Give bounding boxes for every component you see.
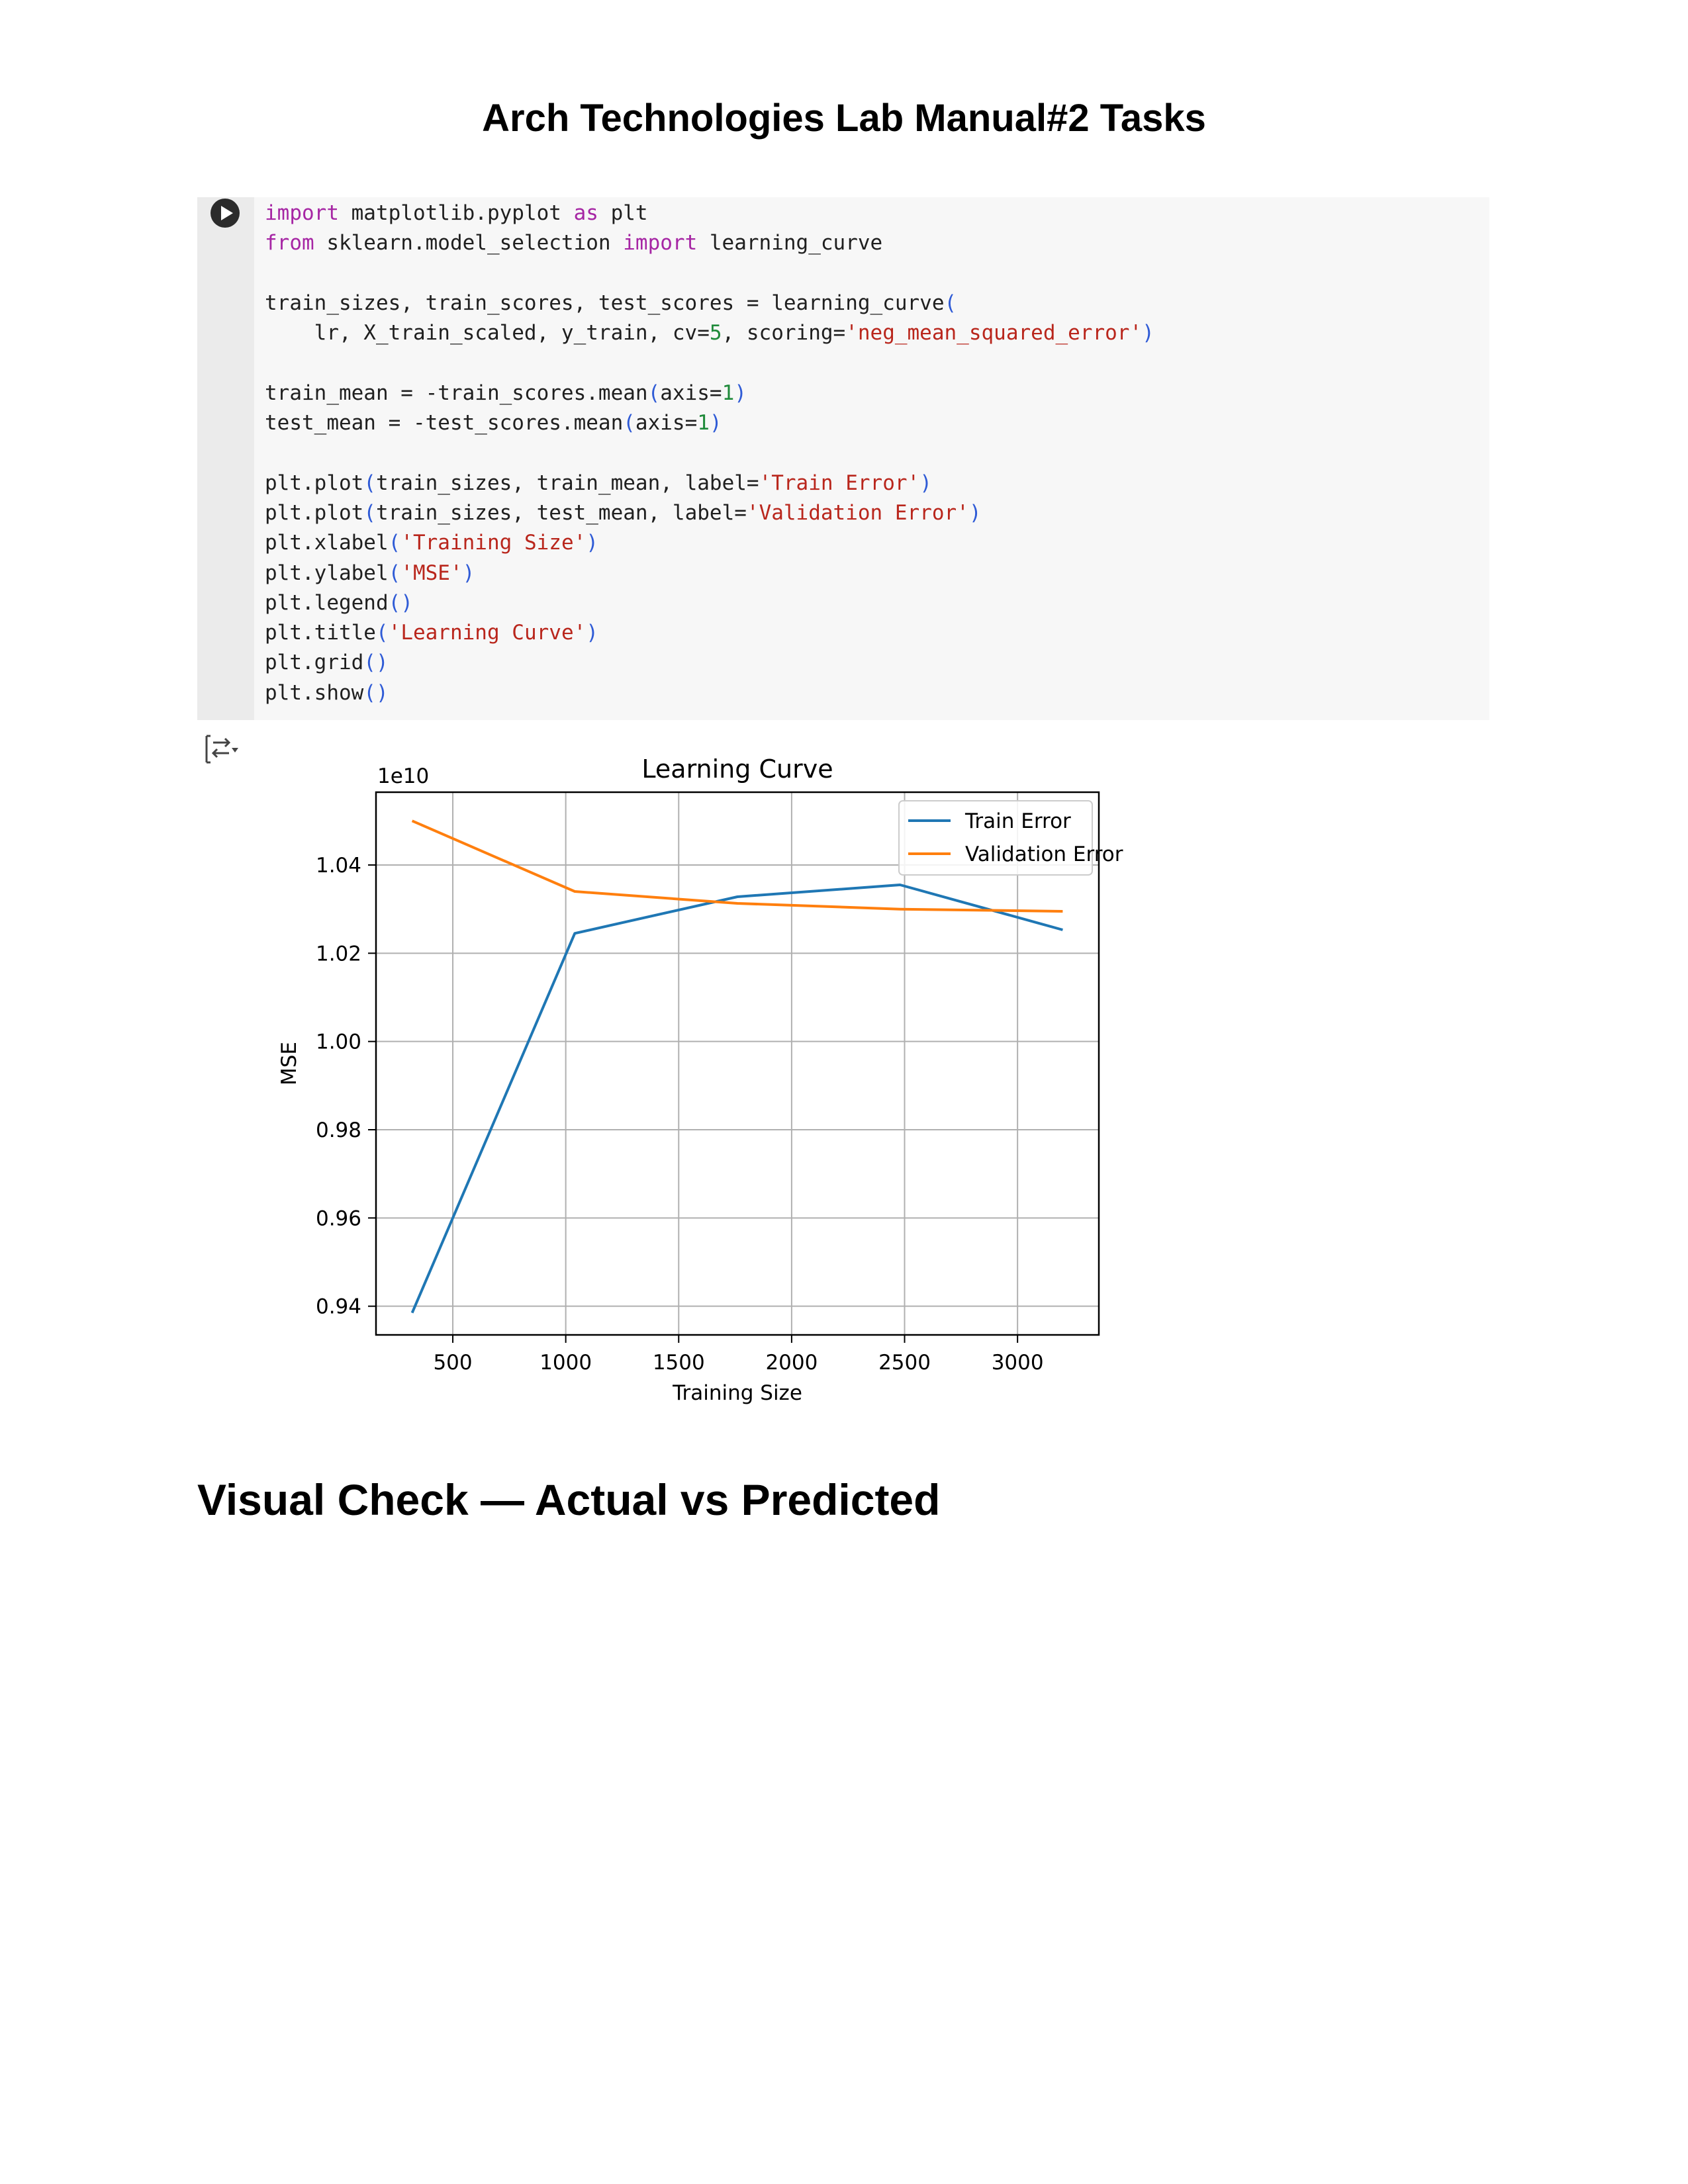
code-line: train_sizes, train_scores, test_scores =… <box>265 289 1154 318</box>
code-line <box>265 348 1154 378</box>
code-token: sklearn.model_selection <box>314 231 624 255</box>
x-tick-label: 1500 <box>653 1351 705 1375</box>
code-line: plt.show() <box>265 678 1154 708</box>
code-line: plt.plot(train_sizes, train_mean, label=… <box>265 469 1154 498</box>
code-token: lr, X_train_scaled, y_train, cv= <box>265 321 710 345</box>
learning-curve-chart: 500 1000 1500 2000 2500 3000 0.94 0.96 0.98 1.00 1… <box>277 754 1123 1405</box>
y-tick-label: 0.94 <box>316 1295 361 1319</box>
code-line: plt.grid() <box>265 648 1154 678</box>
code-token: plt.xlabel <box>265 531 389 555</box>
code-token: 1 <box>722 381 735 405</box>
code-line: plt.ylabel('MSE') <box>265 559 1154 588</box>
output-toggle-icon[interactable] <box>203 733 240 765</box>
y-tick-label: 0.98 <box>316 1118 361 1142</box>
code-token: () <box>363 680 389 705</box>
code-line: train_mean = -train_scores.mean(axis=1) <box>265 379 1154 408</box>
code-token: plt.grid <box>265 651 364 675</box>
code-token: 'Training Size' <box>400 531 586 555</box>
code-token: ) <box>968 500 982 525</box>
x-tick-label: 500 <box>433 1351 472 1375</box>
code-line: test_mean = -test_scores.mean(axis=1) <box>265 408 1154 438</box>
code-token: ( <box>363 500 376 525</box>
y-tick-label: 1.02 <box>316 942 361 966</box>
code-token: plt.title <box>265 621 376 645</box>
code-line: from sklearn.model_selection import lear… <box>265 228 1154 258</box>
code-token: 5 <box>709 321 722 345</box>
x-tick-label: 1000 <box>539 1351 592 1375</box>
y-axis-label: MSE <box>277 1042 301 1085</box>
code-line <box>265 438 1154 468</box>
code-token: ) <box>586 531 598 555</box>
code-token: plt.show <box>265 680 364 705</box>
code-token: ) <box>734 381 747 405</box>
code-token: 'Learning Curve' <box>388 621 586 645</box>
y-tick-label: 1.00 <box>316 1030 361 1054</box>
code-line <box>265 259 1154 289</box>
code-token: import <box>265 201 339 225</box>
code-token: () <box>388 590 413 615</box>
x-axis-label: Training Size <box>672 1381 802 1405</box>
code-token: train_mean = -train_scores.mean <box>265 381 648 405</box>
code-token: ) <box>586 621 598 645</box>
code-editor[interactable]: import matplotlib.pyplot as plt from skle… <box>265 199 1154 708</box>
code-token: train_sizes, test_mean, label= <box>375 500 747 525</box>
code-token: train_sizes, train_scores, test_scores =… <box>265 291 945 315</box>
cell-gutter <box>197 197 254 720</box>
code-token: train_sizes, train_mean, label= <box>375 471 759 495</box>
code-token: plt.ylabel <box>265 561 389 585</box>
code-line: import matplotlib.pyplot as plt <box>265 199 1154 228</box>
section-heading: Visual Check — Actual vs Predicted <box>197 1475 941 1524</box>
series-line-0 <box>410 884 1063 1314</box>
code-line: plt.legend() <box>265 588 1154 618</box>
x-tick-label: 3000 <box>992 1351 1044 1375</box>
code-token: ( <box>388 561 401 585</box>
code-token: ( <box>647 381 661 405</box>
code-token: ) <box>1142 321 1154 345</box>
y-tick-label: 1.04 <box>316 854 361 878</box>
code-token: () <box>363 651 389 675</box>
code-line: plt.title('Learning Curve') <box>265 618 1154 648</box>
code-token: ) <box>919 471 932 495</box>
code-token: 'Train Error' <box>759 471 920 495</box>
code-token: learning_curve <box>697 231 883 255</box>
code-line: plt.xlabel('Training Size') <box>265 528 1154 558</box>
code-token: test_mean = -test_scores.mean <box>265 411 624 435</box>
legend-label-0: Train Error <box>964 809 1071 833</box>
code-cell[interactable]: import matplotlib.pyplot as plt from skle… <box>197 197 1489 720</box>
code-token: ) <box>709 411 722 435</box>
code-token: ( <box>363 471 376 495</box>
code-token: from <box>265 231 314 255</box>
code-token: import <box>623 231 698 255</box>
code-token: , scoring= <box>722 321 846 345</box>
code-token: plt.legend <box>265 590 389 615</box>
code-line: lr, X_train_scaled, y_train, cv=5, scori… <box>265 318 1154 348</box>
code-token: axis= <box>660 381 722 405</box>
x-tick-label: 2000 <box>765 1351 818 1375</box>
series-line-1 <box>411 819 1063 913</box>
document-title: Arch Technologies Lab Manual#2 Tasks <box>482 97 1206 140</box>
x-tick-label: 2500 <box>878 1351 931 1375</box>
code-token: 'MSE' <box>400 561 463 585</box>
code-token: 'Validation Error' <box>746 500 969 525</box>
code-token: plt.plot <box>265 500 364 525</box>
y-tick-label: 0.96 <box>316 1206 361 1230</box>
code-token: matplotlib.pyplot <box>338 201 574 225</box>
code-token: ( <box>375 621 389 645</box>
code-line: plt.plot(train_sizes, test_mean, label='… <box>265 498 1154 528</box>
code-token: axis= <box>635 411 698 435</box>
y-offset-label: 1e10 <box>377 764 429 788</box>
code-token: 'neg_mean_squared_error' <box>845 321 1143 345</box>
legend-label-1: Validation Error <box>965 842 1123 866</box>
code-token: ( <box>623 411 635 435</box>
chart-title: Learning Curve <box>641 754 833 784</box>
code-token: as <box>573 201 598 225</box>
code-token: ) <box>462 561 475 585</box>
code-token: plt <box>598 201 648 225</box>
play-circle-icon[interactable] <box>209 197 241 229</box>
code-token: 1 <box>697 411 710 435</box>
code-token: ( <box>388 531 401 555</box>
code-token: plt.plot <box>265 471 364 495</box>
plot-frame <box>375 791 1100 1336</box>
code-token: ( <box>944 291 957 315</box>
